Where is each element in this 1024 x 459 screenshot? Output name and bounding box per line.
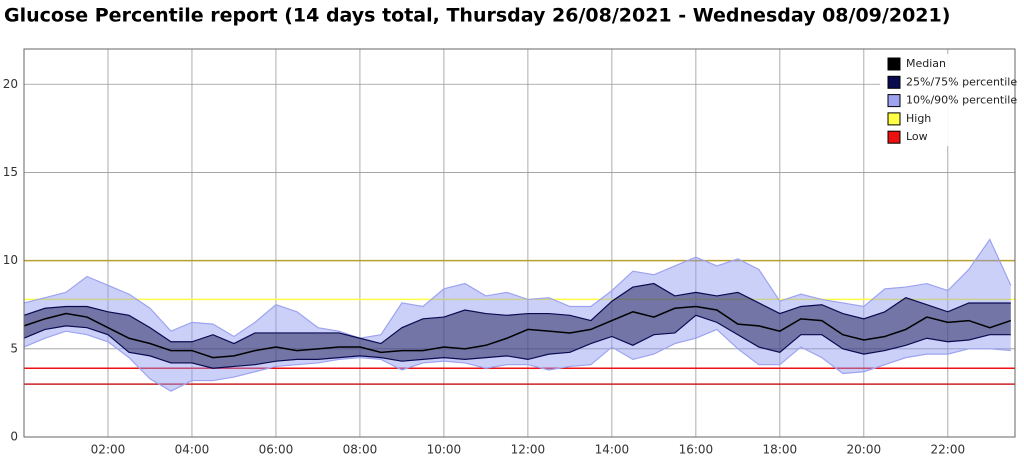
- y-tick-label: 15: [3, 165, 18, 179]
- legend-label: High: [906, 112, 931, 125]
- median-line: [23, 305, 1012, 359]
- x-tick-label: 16:00: [679, 443, 714, 457]
- legend: Median 25%/75% percentile 10%/90% percenti…: [880, 54, 1017, 146]
- x-tick-label: 10:00: [427, 443, 462, 457]
- plot-frame: [23, 48, 1016, 438]
- x-tick-label: 06:00: [259, 443, 294, 457]
- y-tick-label: 10: [3, 253, 18, 267]
- x-tick-label: 20:00: [847, 443, 882, 457]
- band-edge: [23, 314, 1011, 369]
- legend-box: [880, 54, 1012, 146]
- legend-label: 25%/75% percentile: [906, 75, 1017, 88]
- band-edge: [23, 328, 1011, 392]
- percentile-band: [24, 283, 1011, 369]
- x-tick-label: 14:00: [595, 443, 630, 457]
- chart-title: Glucose Percentile report (14 days total…: [4, 5, 950, 27]
- y-tick-label: 5: [10, 341, 18, 355]
- y-tick-label: 0: [10, 430, 18, 444]
- legend-label: 10%/90% percentile: [906, 94, 1017, 107]
- legend-swatch: [887, 94, 901, 108]
- legend-swatch: [887, 57, 901, 71]
- band-edge: [23, 238, 1012, 339]
- x-tick-label: 22:00: [931, 443, 966, 457]
- legend-swatch: [887, 130, 901, 144]
- x-tick-label: 18:00: [763, 443, 798, 457]
- legend-swatch: [887, 112, 901, 126]
- legend-swatch: [887, 75, 901, 89]
- legend-label: Median: [906, 57, 946, 70]
- band-edge: [23, 282, 1011, 345]
- x-tick-label: 08:00: [343, 443, 378, 457]
- y-tick-label: 20: [3, 77, 18, 91]
- legend-label: Low: [906, 130, 928, 143]
- x-tick-label: 04:00: [175, 443, 210, 457]
- x-tick-label: 02:00: [91, 443, 126, 457]
- x-tick-label: 12:00: [511, 443, 546, 457]
